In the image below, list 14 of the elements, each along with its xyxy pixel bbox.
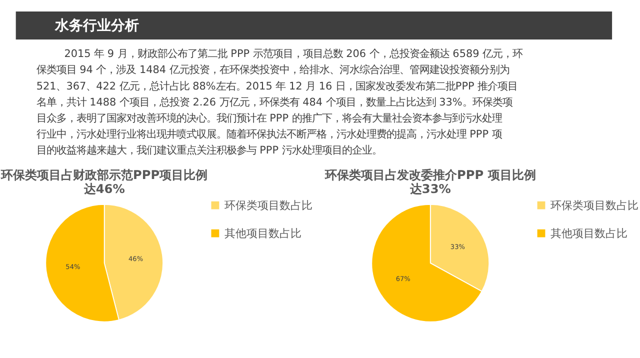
chart-title: 环保类项目占财政部示范PPP项目比例达46% (0, 168, 208, 196)
legend-label: 环保类项目数占比 (550, 199, 639, 212)
text: 目的收益将越来越大，我们建议重点关注积极参与 PPP 污水处理项目的企业。 (36, 144, 382, 156)
legend-label: 环保类项目数占比 (224, 199, 313, 212)
legend-label: 其他项目数占比 (224, 227, 302, 240)
text: 2015 年 9 月，财政部公布了第二批 PPP 示范项目，项目总数 206 个，总投资金额达 6589 亿元，环 (64, 48, 523, 60)
text: 保类项目 94 个，涉及 1484 亿元投资，在环保类投资中，给排水、河水综合治理、管网建设投资额分别为 (36, 64, 510, 76)
text: 名单，共计 1488 个项目，总投资 2.26 万亿元，环保类有 484 个项目，数量上占比达到 33%。环保类项 (36, 96, 512, 108)
text: 行业中，污水处理行业将出现井喷式収展。随着环保执法不断严格，污水处理费的提高，污水处理 PPP 项 (36, 128, 502, 140)
chart-title: 环保类项目占发改委推介PPP 项目比例达33% (324, 168, 536, 196)
legend-label: 其他项目数占比 (550, 227, 628, 240)
text: 521、367、422 亿元，总计占比 88%左右。2015 年 12 月 16 日，国家发改委发布第二批PPP 推介项目 (36, 80, 518, 92)
text: 水务行业分析 (54, 18, 139, 34)
text: 目众多，表明了国家对改善环境的决心。我们预计在 PPP 的推广下，将会有大量社会资本参与到污水处理 (36, 112, 502, 124)
